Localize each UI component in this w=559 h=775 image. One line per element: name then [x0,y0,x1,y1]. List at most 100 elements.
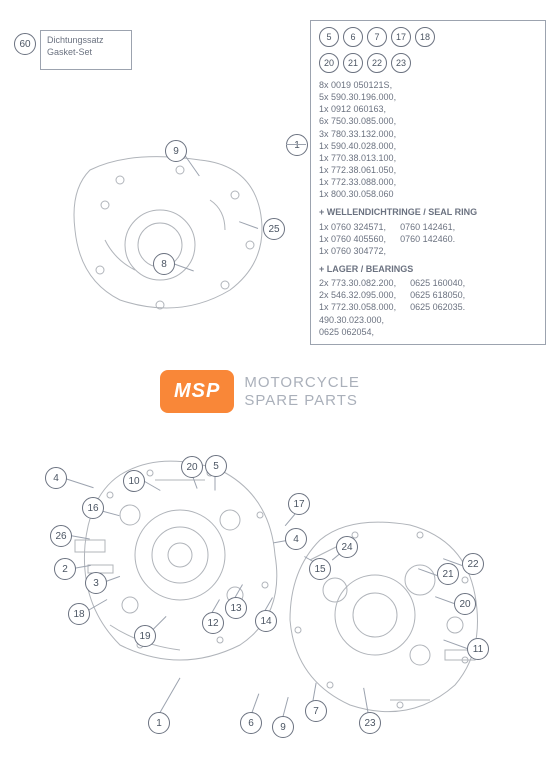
callout-label: 11 [473,644,483,655]
callout-11: 11 [467,638,489,660]
callout-label: 22 [467,559,478,570]
parts-circles-row1: 5671718 [319,27,537,47]
parts-list-item: 2x 773.30.082.200, [319,277,396,289]
parts-mini-circle: 7 [367,27,387,47]
watermark-line2: SPARE PARTS [244,392,360,410]
callout-23: 23 [359,712,381,734]
callout-19: 19 [134,625,156,647]
callout-7: 7 [305,700,327,722]
callout-label: 25 [268,224,279,235]
parts-list-item: 490.30.023.000, [319,314,396,326]
parts-mini-circle: 5 [319,27,339,47]
lead-line [160,678,181,713]
parts-list-item: 1x 590.40.028.000, [319,140,537,152]
callout-8: 8 [153,253,175,275]
callout-24: 24 [336,536,358,558]
parts-list-item: 0625 618050, [410,289,465,301]
callout-label: 10 [128,476,139,487]
callout-3: 3 [85,572,107,594]
callout-10: 10 [123,470,145,492]
callout-label: 18 [73,609,84,620]
parts-mini-circle: 20 [319,53,339,73]
parts-list-item: 5x 590.30.196.000, [319,91,537,103]
callout-26: 26 [50,525,72,547]
parts-mini-circle: 23 [391,53,411,73]
callout-label: 1 [156,718,162,729]
parts-list-item: 1x 772.33.088.000, [319,176,537,188]
callout-label: 2 [62,564,68,575]
callout-9: 9 [165,140,187,162]
callout-label: 8 [161,259,167,270]
callout-60: 60 [14,33,36,55]
callout-5: 5 [205,455,227,477]
msp-badge: MSP [160,370,234,413]
callout-15: 15 [309,558,331,580]
callout-4: 4 [285,528,307,550]
seal-columns: 1x 0760 324571,1x 0760 405560,1x 0760 30… [319,221,537,257]
callout-parts-box: 1 [286,134,308,156]
engine-case-left-drawing [60,445,300,675]
callout-label: 20 [459,599,470,610]
callout-label: 4 [293,534,299,545]
lead-line [286,144,306,145]
parts-list-item: 8x 0019 050121S, [319,79,537,91]
callout-17: 17 [288,493,310,515]
bearing-columns: 2x 773.30.082.200,2x 546.32.095.000,1x 7… [319,277,537,338]
callout-label: 16 [87,503,98,514]
parts-mini-circle: 17 [391,27,411,47]
parts-list-item: 1x 0760 304772, [319,245,386,257]
watermark-line1: MOTORCYCLE [244,374,360,392]
callout-label: 7 [313,706,319,717]
callout-label: 6 [248,718,254,729]
callout-label: 23 [364,718,375,729]
callout-12: 12 [202,612,224,634]
callout-label: 20 [186,462,197,473]
callout-label: 5 [213,461,219,472]
callout-label: 17 [293,499,304,510]
msp-watermark: MSP MOTORCYCLE SPARE PARTS [160,370,360,413]
parts-list-item: 0760 142461, [400,221,455,233]
callout-label: 12 [207,618,218,629]
callout-label: 13 [230,603,241,614]
parts-circles-row2: 20212223 [319,53,537,73]
seal-col2: 0760 142461,0760 142460. [400,221,455,257]
parts-mini-circle: 21 [343,53,363,73]
parts-list-item: 6x 750.30.085.000, [319,115,537,127]
callout-25: 25 [263,218,285,240]
callout-label: 3 [93,578,99,589]
callout-18: 18 [68,603,90,625]
gasket-line2: Gasket-Set [47,47,125,59]
parts-list-item: 1x 772.30.058.000, [319,301,396,313]
parts-list-item: 1x 772.38.061.050, [319,164,537,176]
parts-mini-circle: 6 [343,27,363,47]
parts-list-item: 1x 0760 405560, [319,233,386,245]
callout-label: 4 [53,473,59,484]
lead-line [215,476,216,491]
watermark-text: MOTORCYCLE SPARE PARTS [244,374,360,410]
callout-16: 16 [82,497,104,519]
callout-6: 6 [240,712,262,734]
callout-label: 24 [341,542,352,553]
callout-1: 1 [148,712,170,734]
callout-label: 1 [294,140,300,151]
callout-label: 9 [173,146,179,157]
parts-list-item: 1x 770.38.013.100, [319,152,537,164]
parts-list-item: 0625 062054, [319,326,396,338]
bearings-title: + LAGER / BEARINGS [319,263,537,275]
parts-list-item: 0760 142460. [400,233,455,245]
seal-col1: 1x 0760 324571,1x 0760 405560,1x 0760 30… [319,221,386,257]
callout-20: 20 [181,456,203,478]
parts-list-item: 0625 062035. [410,301,465,313]
parts-list-item: 1x 0912 060163, [319,103,537,115]
callout-label: 26 [55,531,66,542]
gasket-line1: Dichtungssatz [47,35,125,47]
callout-label: 21 [442,569,453,580]
callout-20: 20 [454,593,476,615]
callout-21: 21 [437,563,459,585]
callout-label: 19 [139,631,150,642]
parts-list-item: 1x 0760 324571, [319,221,386,233]
callout-label: 60 [19,39,30,50]
parts-list-item: 2x 546.32.095.000, [319,289,396,301]
bearing-col1: 2x 773.30.082.200,2x 546.32.095.000,1x 7… [319,277,396,338]
parts-mini-circle: 22 [367,53,387,73]
